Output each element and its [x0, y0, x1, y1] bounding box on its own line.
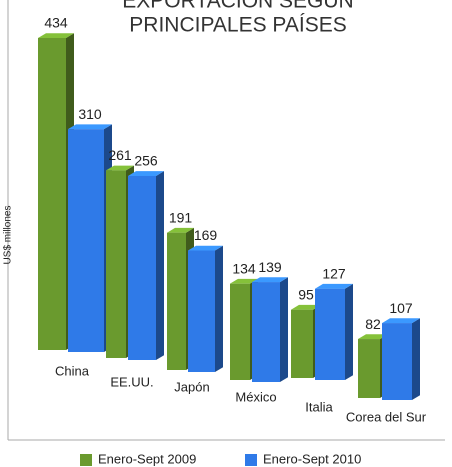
bar: [230, 283, 250, 380]
bar-top: [188, 245, 223, 251]
x-tick-label: China: [55, 363, 90, 378]
value-label: 169: [194, 227, 218, 243]
bar: [291, 309, 313, 378]
bar-top: [68, 124, 112, 130]
value-label: 310: [78, 106, 102, 122]
legend-label: Enero-Sept 2010: [263, 451, 361, 466]
bar-side: [345, 283, 353, 380]
bar-top: [106, 165, 134, 171]
bar-top: [167, 227, 194, 233]
bar-side: [412, 318, 420, 400]
chart-title: PRINCIPALES PAÍSES: [129, 14, 346, 37]
value-label: 95: [298, 286, 314, 302]
bar: [167, 232, 186, 370]
bar-top: [252, 277, 288, 283]
value-label: 82: [365, 316, 381, 332]
value-label: 191: [169, 209, 193, 225]
y-axis-label: US$ millones: [3, 206, 14, 265]
value-label: 256: [134, 153, 158, 169]
legend-swatch: [245, 454, 257, 466]
bar: [68, 129, 104, 352]
x-tick-label: Corea del Sur: [346, 409, 427, 424]
bar-top: [38, 33, 74, 38]
bar-side: [215, 245, 223, 372]
value-label: 139: [258, 259, 282, 275]
bar-top: [128, 171, 164, 176]
bar: [106, 170, 126, 358]
value-label: 134: [232, 260, 256, 276]
bar-top: [315, 283, 353, 289]
bar-top: [291, 304, 321, 310]
value-label: 261: [108, 147, 132, 163]
legend-label: Enero-Sept 2009: [98, 451, 196, 466]
bar: [315, 288, 345, 380]
bar: [252, 282, 280, 382]
bar: [128, 175, 156, 360]
bar-top: [358, 334, 388, 340]
bar-side: [156, 171, 164, 360]
bar: [188, 250, 215, 372]
chart-title: EXPORTACIÓN SEGÚN: [122, 0, 353, 13]
bar: [38, 38, 66, 350]
bar-side: [280, 277, 288, 382]
x-tick-label: México: [235, 389, 276, 404]
x-tick-label: EE.UU.: [110, 374, 153, 389]
bar-top: [382, 318, 420, 324]
value-label: 434: [44, 15, 68, 31]
value-label: 127: [322, 265, 346, 281]
x-tick-label: Japón: [174, 379, 209, 394]
legend-swatch: [80, 454, 92, 466]
bar: [382, 323, 412, 400]
bar: [358, 339, 380, 398]
value-label: 107: [389, 300, 413, 316]
x-tick-label: Italia: [305, 399, 333, 414]
bar-top: [230, 278, 258, 284]
